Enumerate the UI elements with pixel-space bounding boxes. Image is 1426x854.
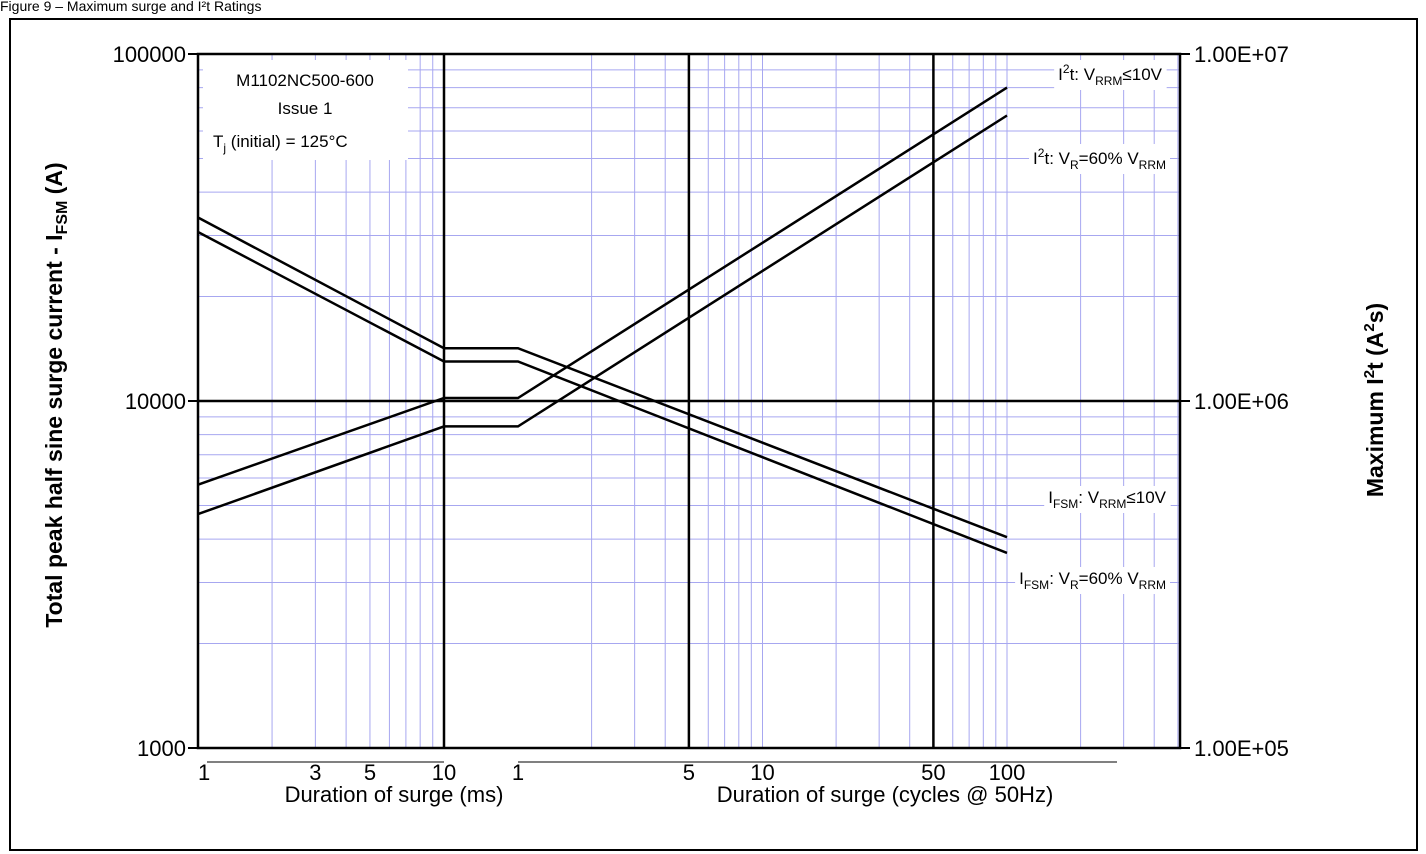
x-tick-label-cycles: 100 bbox=[989, 760, 1026, 785]
info-box: M1102NC500-600 Issue 1 Tj (initial) = 12… bbox=[203, 60, 408, 160]
axis-layer: 1000 10000 100000 1.00E+05 1.00E+06 1.00E+07 1… bbox=[113, 42, 1289, 785]
x-tick-label-ms: 1 bbox=[198, 760, 210, 785]
x-tick-label-cycles: 5 bbox=[683, 760, 695, 785]
y2-tick-label: 1.00E+07 bbox=[1194, 42, 1289, 67]
info-line-model: M1102NC500-600 bbox=[236, 71, 374, 90]
info-line-issue: Issue 1 bbox=[278, 99, 333, 118]
series-line-2 bbox=[197, 86, 1008, 486]
x-tick-label-ms: 3 bbox=[309, 760, 321, 785]
y-tick-label: 1000 bbox=[137, 736, 186, 761]
series-line-0 bbox=[197, 216, 1008, 539]
figure-caption: Figure 9 – Maximum surge and I²t Ratings bbox=[0, 0, 262, 14]
y2-tick-label: 1.00E+05 bbox=[1194, 736, 1289, 761]
y-tick-label: 100000 bbox=[113, 42, 186, 67]
chart-frame bbox=[9, 18, 1418, 851]
svg-text:IFSM: VR=60% VRRM: IFSM: VR=60% VRRM bbox=[1019, 569, 1166, 592]
x-tick-label-ms: 10 bbox=[432, 760, 456, 785]
y2-axis-title: Maximum I2t (A2s) bbox=[1361, 303, 1388, 497]
x-tick-label-cycles: 50 bbox=[921, 760, 945, 785]
y2-tick-label: 1.00E+06 bbox=[1194, 389, 1289, 414]
series-line-1 bbox=[197, 230, 1008, 555]
svg-text:IFSM: VRRM≤10V: IFSM: VRRM≤10V bbox=[1048, 488, 1166, 511]
x-tick-label-cycles: 10 bbox=[750, 760, 774, 785]
svg-text:I2t: VRRM≤10V: I2t: VRRM≤10V bbox=[1058, 62, 1163, 88]
series-label-2: I2t: VRRM≤10V bbox=[1054, 60, 1167, 90]
series-line-3 bbox=[197, 114, 1008, 516]
y-tick-label: 10000 bbox=[125, 389, 186, 414]
svg-text:I2t: VR=60% VRRM: I2t: VR=60% VRRM bbox=[1033, 146, 1166, 172]
x-tick-label-ms: 5 bbox=[364, 760, 376, 785]
grid-layer bbox=[198, 54, 1180, 748]
series-layer bbox=[197, 86, 1008, 555]
x-tick-label-cycles: 1 bbox=[512, 760, 524, 785]
x-axis-label-ms: Duration of surge (ms) bbox=[285, 782, 504, 807]
series-label-3: I2t: VR=60% VRRM bbox=[1029, 144, 1171, 174]
info-line-temperature: Tj (initial) = 125°C bbox=[213, 132, 348, 155]
series-label-0: IFSM: VRRM≤10V bbox=[1044, 486, 1171, 513]
y-axis-title: Total peak half sine surge current - IFS… bbox=[41, 162, 71, 627]
x-axis-label-cycles: Duration of surge (cycles @ 50Hz) bbox=[717, 782, 1054, 807]
series-label-1: IFSM: VR=60% VRRM bbox=[1015, 567, 1171, 594]
